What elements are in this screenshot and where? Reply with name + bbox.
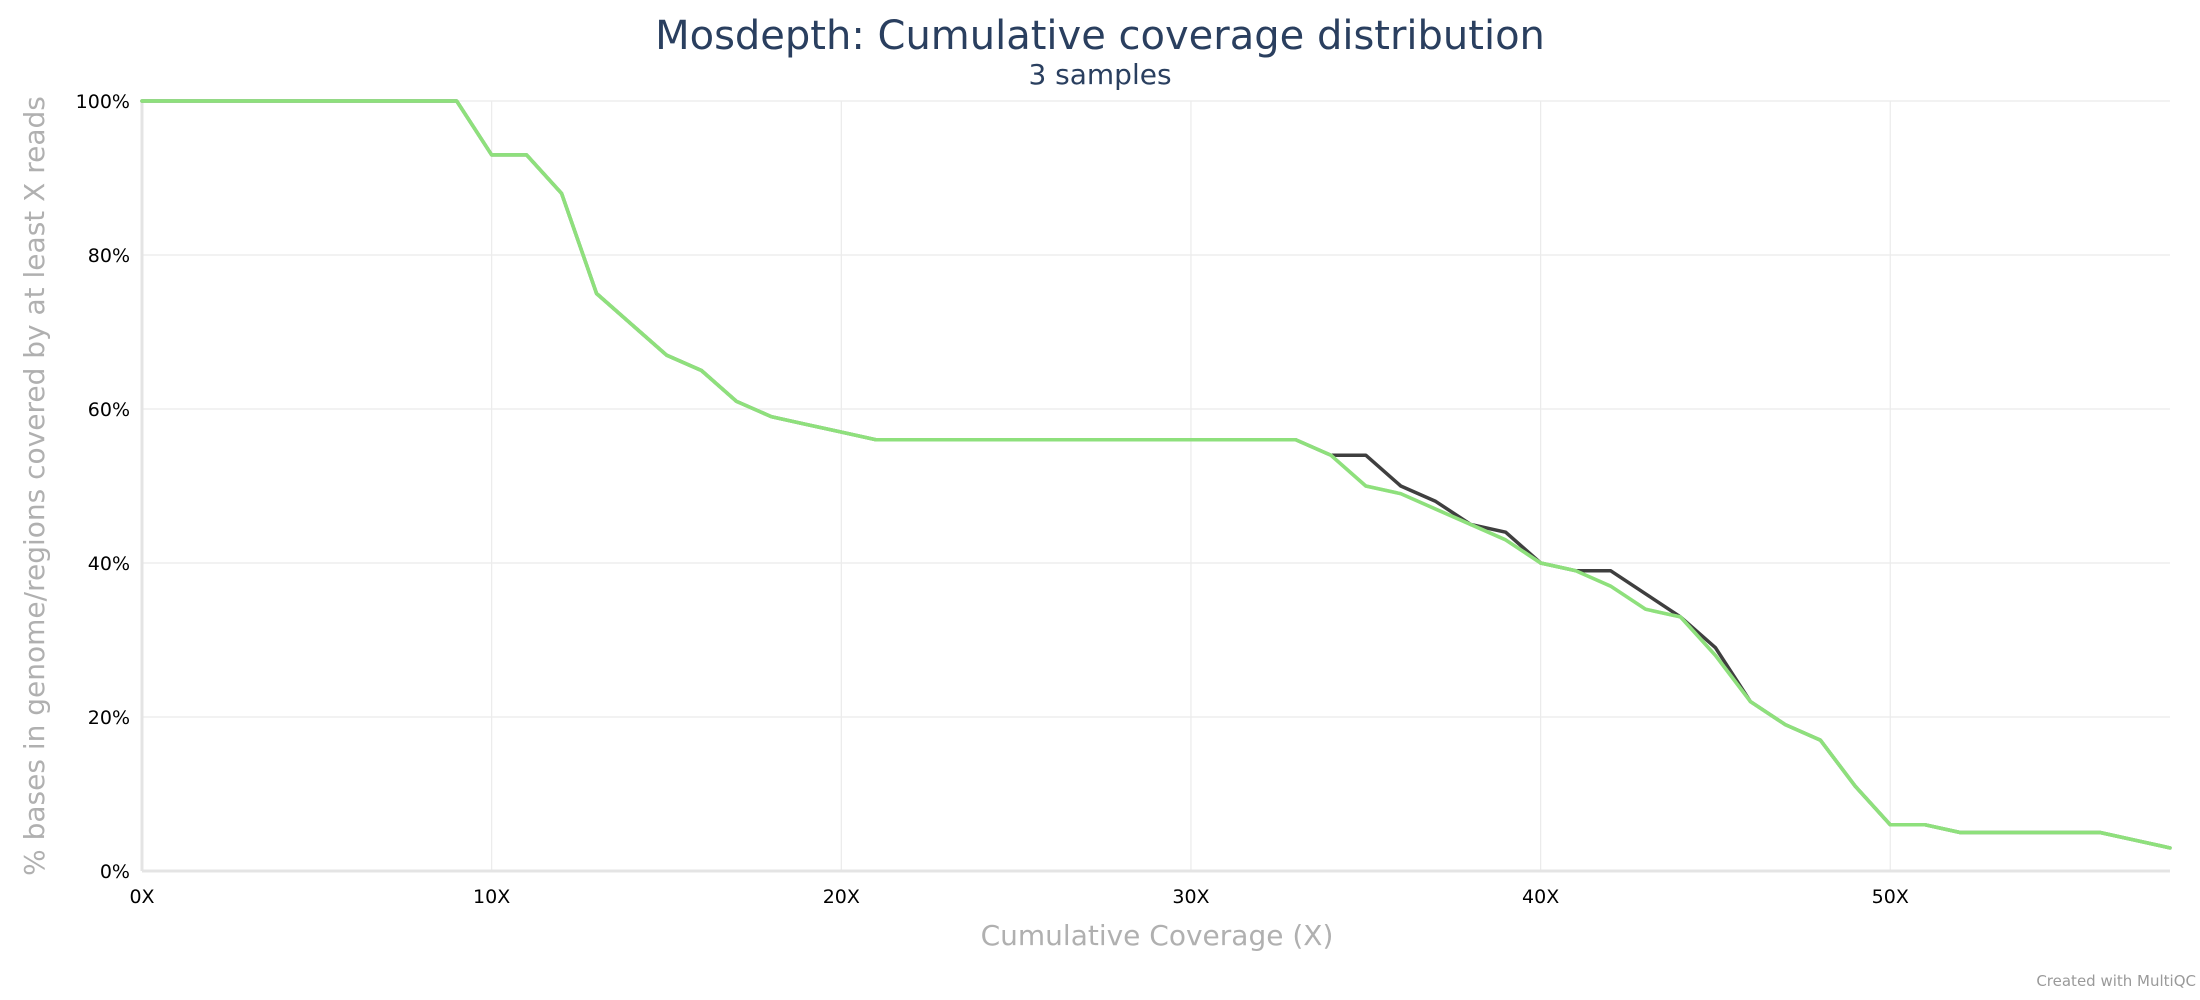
y-axis-label: % bases in genome/regions covered by at … <box>18 96 51 876</box>
y-tick-label: 80% <box>88 245 130 267</box>
series-line <box>140 99 2172 850</box>
chart-subtitle: 3 samples <box>1028 58 1171 91</box>
y-tick-label: 100% <box>76 91 130 113</box>
series-line <box>140 99 2172 850</box>
y-tick-label: 20% <box>88 707 130 729</box>
axes <box>140 101 2170 873</box>
x-tick-label: 20X <box>823 886 860 908</box>
tick-labels: 0% 20% 40% 60% 80% 100% 0X 10X 20X 30X 40X 50X <box>76 91 1909 908</box>
grid-lines <box>142 100 2170 871</box>
x-tick-label: 50X <box>1872 886 1909 908</box>
credit-text: Created with MultiQC <box>2036 972 2196 990</box>
y-tick-label: 60% <box>88 399 130 421</box>
x-tick-label: 10X <box>473 886 510 908</box>
series-line <box>140 99 2172 850</box>
y-tick-label: 0% <box>100 861 130 883</box>
series-lines <box>140 99 2172 850</box>
x-axis-label: Cumulative Coverage (X) <box>981 919 1334 952</box>
x-tick-label: 0X <box>129 886 154 908</box>
y-tick-label: 40% <box>88 553 130 575</box>
x-tick-label: 40X <box>1522 886 1559 908</box>
x-tick-label: 30X <box>1172 886 1209 908</box>
chart-title: Mosdepth: Cumulative coverage distributi… <box>655 13 1545 59</box>
